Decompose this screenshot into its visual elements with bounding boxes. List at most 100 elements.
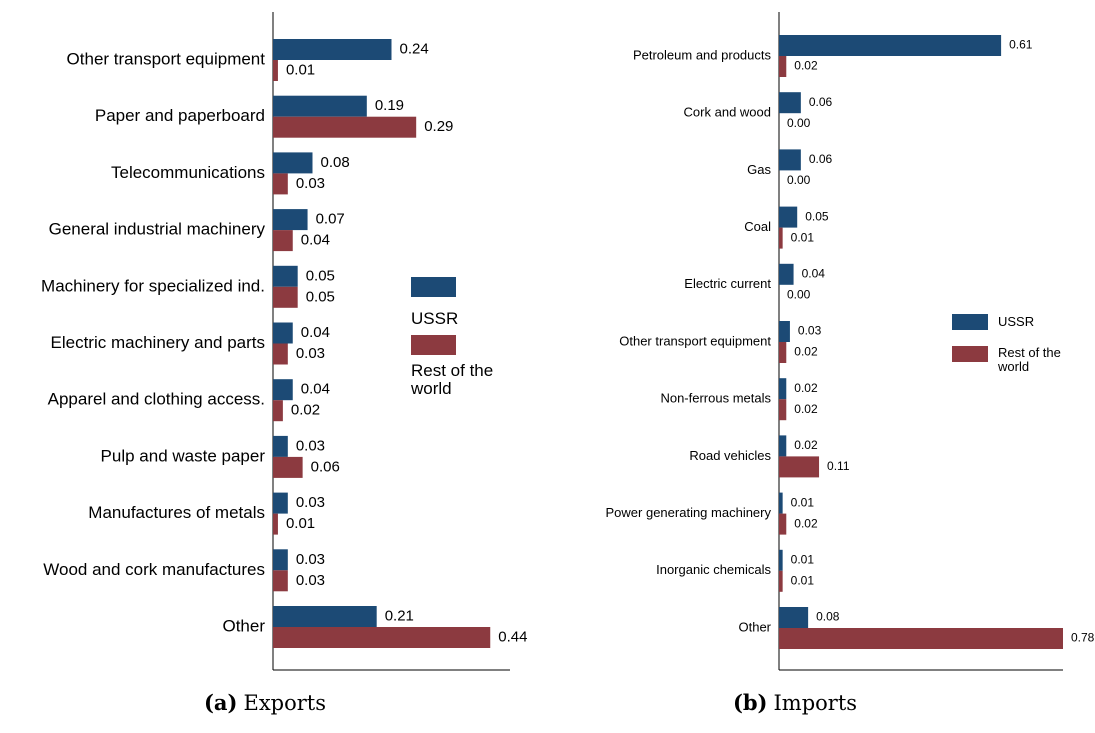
bar [273, 152, 313, 174]
bar [273, 60, 278, 81]
bar [779, 206, 798, 228]
category-label: Road vehicles [689, 448, 771, 463]
value-label: 0.04 [301, 232, 330, 249]
bar [779, 342, 787, 363]
value-label: 0.06 [311, 458, 340, 475]
bar [779, 435, 787, 457]
caption-label: (a) [204, 690, 238, 715]
bar [273, 492, 288, 514]
caption: (b) Imports [645, 690, 945, 715]
value-label: 0.04 [301, 324, 330, 341]
value-label: 0.03 [798, 324, 822, 338]
category-label: Wood and cork manufactures [43, 560, 265, 579]
bar [273, 209, 308, 231]
bar [273, 265, 298, 287]
bar [273, 435, 288, 457]
value-label: 0.02 [794, 516, 818, 530]
category-label: Petroleum and products [633, 47, 772, 62]
bar [273, 400, 283, 422]
value-label: 0.02 [794, 438, 818, 452]
category-label: Other transport equipment [67, 49, 266, 68]
category-label: Non-ferrous metals [660, 391, 771, 406]
category-label: General industrial machinery [49, 220, 266, 239]
bar [779, 263, 794, 285]
value-label: 0.04 [802, 266, 826, 280]
bar [779, 92, 801, 114]
category-label: Other transport equipment [619, 333, 771, 348]
bar [779, 56, 787, 77]
legend-label: Rest of the world [998, 345, 1061, 374]
value-label: 0.00 [787, 287, 811, 301]
bar [779, 399, 787, 421]
value-label: 0.04 [301, 381, 330, 398]
category-label: Coal [744, 219, 771, 234]
bar [273, 95, 367, 117]
bar [779, 149, 801, 171]
bar [273, 513, 278, 535]
value-label: 0.03 [296, 494, 325, 511]
value-label: 0.03 [296, 437, 325, 454]
value-label: 0.21 [385, 607, 414, 624]
value-label: 0.02 [794, 402, 818, 416]
legend-label: Rest of the world [411, 361, 494, 398]
category-label: Inorganic chemicals [656, 562, 771, 577]
value-label: 0.03 [296, 551, 325, 568]
bar [273, 606, 377, 627]
value-label: 0.05 [306, 267, 335, 284]
value-label: 0.24 [400, 40, 429, 57]
bar [273, 322, 293, 344]
value-label: 0.08 [816, 610, 840, 624]
bar [273, 456, 303, 478]
bar [779, 456, 820, 478]
bar [779, 607, 809, 628]
category-label: Electric machinery and parts [51, 333, 265, 352]
legend-label: USSR [998, 314, 1035, 329]
value-label: 0.01 [286, 515, 315, 532]
caption-text: Imports [773, 691, 858, 715]
legend-swatch [952, 314, 988, 330]
category-label: Cork and wood [684, 105, 771, 120]
value-label: 0.02 [794, 345, 818, 359]
category-label: Apparel and clothing access. [48, 390, 265, 409]
bar [273, 343, 288, 365]
value-label: 0.07 [316, 211, 345, 228]
value-label: 0.05 [805, 209, 829, 223]
value-label: 0.01 [791, 573, 815, 587]
caption-text: Exports [243, 691, 326, 715]
bar [273, 116, 417, 138]
bar [779, 35, 1002, 56]
bar [273, 379, 293, 401]
bar [273, 549, 288, 571]
value-label: 0.05 [306, 288, 335, 305]
value-label: 0.00 [787, 173, 811, 187]
value-label: 0.61 [1009, 38, 1033, 52]
category-label: Paper and paperboard [95, 106, 265, 125]
value-label: 0.02 [291, 402, 320, 419]
bar [273, 230, 293, 252]
bar [273, 39, 392, 60]
value-label: 0.03 [296, 572, 325, 589]
bar [779, 570, 783, 592]
category-label: Machinery for specialized ind. [41, 276, 265, 295]
value-label: 0.01 [791, 552, 815, 566]
legend-swatch [952, 346, 988, 362]
bar [779, 513, 787, 535]
category-label: Gas [747, 162, 771, 177]
category-label: Telecommunications [111, 163, 265, 182]
category-label: Other [222, 616, 265, 635]
bar [779, 549, 783, 571]
value-label: 0.01 [286, 61, 315, 78]
legend-label: USSR [411, 309, 459, 328]
value-label: 0.11 [827, 459, 850, 473]
legend-swatch [411, 335, 456, 355]
value-label: 0.08 [321, 154, 350, 171]
value-label: 0.01 [791, 230, 815, 244]
value-label: 0.00 [787, 116, 811, 130]
value-label: 0.03 [296, 345, 325, 362]
bar [779, 492, 783, 514]
caption-label: (b) [732, 690, 768, 715]
value-label: 0.06 [809, 152, 833, 166]
bar [273, 627, 491, 648]
value-label: 0.78 [1071, 631, 1095, 645]
